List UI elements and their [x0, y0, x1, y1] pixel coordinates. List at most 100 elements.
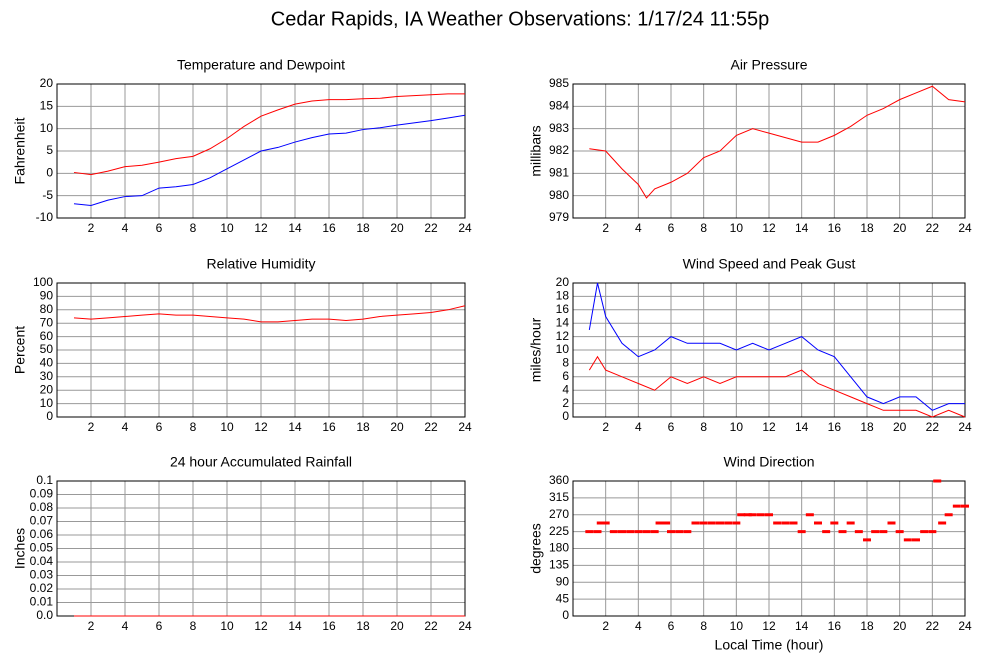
x-tick-label: 22 — [926, 420, 940, 434]
panel-title: Wind Direction — [723, 454, 814, 470]
x-tick-label: 12 — [254, 619, 268, 633]
x-tick-label: 16 — [322, 619, 336, 633]
x-tick-label: 2 — [88, 221, 95, 235]
point — [748, 513, 757, 517]
x-tick-label: 12 — [762, 221, 776, 235]
y-tick-label: 8 — [562, 356, 569, 370]
series-line — [73, 305, 466, 323]
point — [609, 530, 618, 534]
point — [601, 521, 610, 525]
x-tick-label: 24 — [458, 420, 472, 434]
y-axis-label: millibars — [528, 125, 544, 176]
y-tick-label: 18 — [556, 289, 570, 303]
point — [830, 521, 839, 525]
y-tick-label: -10 — [36, 210, 54, 224]
x-tick-label: 22 — [424, 619, 438, 633]
y-tick-label: 2 — [562, 396, 569, 410]
plot-frame — [572, 282, 966, 418]
x-tick-label: 4 — [122, 619, 129, 633]
x-tick-label: 22 — [424, 221, 438, 235]
y-tick-label: 90 — [556, 574, 570, 588]
x-tick-label: 16 — [828, 420, 842, 434]
point — [642, 530, 651, 534]
x-tick-label: 12 — [254, 221, 268, 235]
y-tick-label: 12 — [556, 329, 570, 343]
point — [920, 530, 929, 534]
x-tick-label: 16 — [828, 221, 842, 235]
x-tick-label: 4 — [122, 420, 129, 434]
y-tick-label: 10 — [40, 121, 54, 135]
x-tick-label: 10 — [220, 221, 234, 235]
plot-frame — [572, 480, 966, 617]
y-tick-label: 4 — [562, 382, 569, 396]
plot-frame — [56, 83, 466, 219]
point — [805, 513, 814, 517]
y-tick-label: 225 — [549, 524, 569, 538]
series-line — [588, 355, 966, 418]
point — [756, 513, 765, 517]
y-tick-label: 979 — [549, 210, 569, 224]
y-tick-label: 5 — [46, 143, 53, 157]
y-tick-label: 0.08 — [30, 500, 54, 514]
y-tick-label: 80 — [40, 302, 54, 316]
series-line — [588, 282, 965, 411]
x-tick-label: 2 — [88, 619, 95, 633]
x-tick-label: 14 — [795, 420, 809, 434]
y-tick-label: 0.01 — [30, 595, 54, 609]
x-tick-label: 22 — [926, 221, 940, 235]
point — [814, 521, 822, 525]
point — [724, 521, 733, 525]
x-tick-label: 4 — [635, 221, 642, 235]
x-tick-label: 2 — [602, 619, 609, 633]
point — [691, 521, 700, 525]
x-tick-label: 20 — [893, 619, 907, 633]
y-axis-label: Percent — [12, 326, 28, 374]
point — [773, 521, 782, 525]
series-line — [73, 93, 465, 176]
y-tick-label: 180 — [549, 541, 569, 555]
x-tick-label: 20 — [390, 221, 404, 235]
y-tick-label: 982 — [549, 143, 569, 157]
point — [743, 513, 752, 517]
point — [838, 530, 847, 534]
point — [887, 521, 896, 525]
series-line — [589, 85, 966, 199]
x-tick-label: 12 — [762, 420, 776, 434]
x-tick-label: 10 — [730, 420, 744, 434]
y-tick-label: 40 — [40, 356, 54, 370]
x-tick-label: 12 — [254, 420, 268, 434]
panel-title: Air Pressure — [730, 57, 807, 73]
point — [933, 479, 942, 483]
x-tick-label: 4 — [635, 420, 642, 434]
y-tick-label: 15 — [40, 99, 54, 113]
x-tick-label: 6 — [668, 420, 675, 434]
x-tick-label: 12 — [762, 619, 776, 633]
point — [716, 521, 724, 525]
point — [961, 504, 969, 508]
point — [634, 530, 643, 534]
x-tick-label: 2 — [602, 420, 609, 434]
panel-title: Temperature and Dewpoint — [177, 57, 345, 73]
y-tick-label: 984 — [549, 99, 569, 113]
x-tick-label: 6 — [156, 619, 163, 633]
y-tick-label: 20 — [40, 76, 54, 90]
x-tick-label: 20 — [390, 420, 404, 434]
x-tick-label: 8 — [700, 619, 707, 633]
y-tick-label: 0.03 — [30, 568, 54, 582]
x-tick-label: 20 — [390, 619, 404, 633]
y-tick-label: 20 — [556, 275, 570, 289]
x-tick-label: 20 — [893, 221, 907, 235]
y-axis-label: Inches — [12, 528, 28, 569]
y-tick-label: 135 — [549, 558, 569, 572]
x-tick-label: 14 — [288, 420, 302, 434]
y-tick-label: 50 — [40, 342, 54, 356]
point — [662, 521, 671, 525]
series-line — [73, 114, 466, 207]
y-tick-label: 60 — [40, 329, 54, 343]
point — [952, 504, 961, 508]
x-tick-label: 10 — [220, 420, 234, 434]
y-tick-label: 14 — [556, 315, 570, 329]
point — [822, 530, 831, 534]
y-axis-label: Fahrenheit — [12, 117, 28, 184]
y-tick-label: 980 — [549, 188, 569, 202]
